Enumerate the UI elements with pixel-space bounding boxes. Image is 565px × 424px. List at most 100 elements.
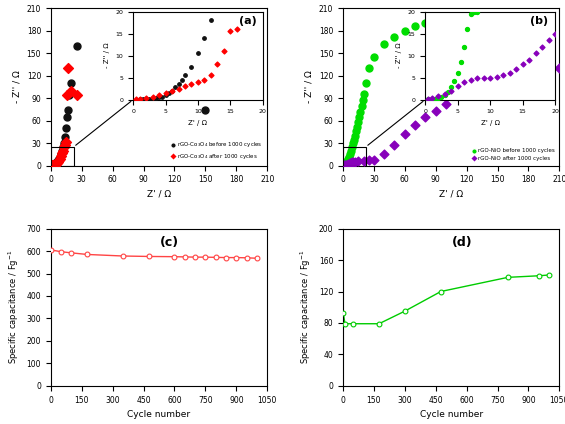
Point [354,158,363,165]
X-axis label: Cycle number: Cycle number [420,410,483,419]
Point [351,132,360,139]
Point [349,159,358,165]
Point [211,254,220,261]
Point [370,156,379,163]
Point [56,151,66,157]
Point [503,274,512,281]
Point [72,91,81,98]
Point [342,158,351,165]
Legend: rGO-Co$_3$O$_4$ before 1000 cycles, rGO-Co$_3$O$_4$ after 1000 cycles: rGO-Co$_3$O$_4$ before 1000 cycles, rGO-… [170,139,264,163]
Point [63,91,72,98]
Point [354,119,363,126]
Point [61,141,70,148]
Point [49,162,58,168]
Point [49,162,58,169]
Point [370,54,379,61]
Point [67,87,76,94]
Point [524,71,533,78]
Point [61,134,70,141]
Point [67,80,76,87]
Point [338,310,347,316]
Point [347,159,357,166]
Point [47,162,56,169]
Point [431,17,440,24]
Point [55,153,64,160]
Point [352,128,361,135]
Y-axis label: Specific capacitance / Fg$^{-1}$: Specific capacitance / Fg$^{-1}$ [299,250,313,364]
Point [341,162,350,168]
Point [341,321,350,327]
Point [358,96,367,103]
Y-axis label: Specific capacitance / Fg$^{-1}$: Specific capacitance / Fg$^{-1}$ [7,250,21,364]
Point [452,13,461,20]
Point [350,136,359,143]
Point [390,141,399,148]
Point [54,157,63,164]
Point [345,160,354,167]
Point [201,106,210,113]
Point [49,161,58,167]
Point [47,162,56,169]
Point [56,153,66,159]
Point [50,162,59,168]
Point [60,144,69,151]
Point [63,114,72,120]
Point [380,41,389,48]
Point [359,90,368,97]
Point [411,23,420,30]
Point [253,255,262,262]
Point [58,148,67,154]
Point [62,125,71,132]
Point [346,160,355,167]
Point [53,160,62,167]
Point [356,109,365,115]
Point [170,80,179,87]
Point [72,42,81,49]
Point [357,103,366,109]
Point [190,254,199,260]
Point [400,28,409,34]
X-axis label: Z' / Ω: Z' / Ω [147,190,171,199]
Point [64,65,73,72]
Point [361,80,370,87]
Point [59,144,68,151]
Text: (d): (d) [451,237,472,249]
Point [232,254,241,261]
Point [242,254,251,261]
Point [170,253,179,260]
Point [82,251,92,258]
Point [347,159,356,166]
Point [503,76,512,83]
Point [380,151,389,158]
Point [51,161,60,167]
Point [483,83,492,90]
Point [56,248,66,255]
Point [375,321,384,327]
Point [144,253,153,260]
Point [400,131,409,138]
Point [46,246,55,253]
Point [55,157,64,164]
Bar [343,147,366,166]
Point [472,13,481,20]
Point [441,15,450,22]
Point [62,138,71,145]
Point [341,162,350,169]
Point [340,162,349,168]
Legend: rGO-NiO before 1000 cycles, rGO-NiO after 1000 cycles: rGO-NiO before 1000 cycles, rGO-NiO afte… [471,147,557,163]
Point [390,33,399,40]
Point [344,156,353,162]
Point [55,155,64,162]
Point [221,254,231,261]
Point [462,91,471,98]
Point [51,159,60,166]
Point [345,153,354,160]
Y-axis label: - Z'' / Ω: - Z'' / Ω [12,71,21,103]
Point [349,321,358,327]
X-axis label: Cycle number: Cycle number [128,410,190,419]
Point [55,156,64,162]
Point [534,272,544,279]
Point [349,140,358,147]
Point [421,114,430,120]
Point [411,121,420,128]
